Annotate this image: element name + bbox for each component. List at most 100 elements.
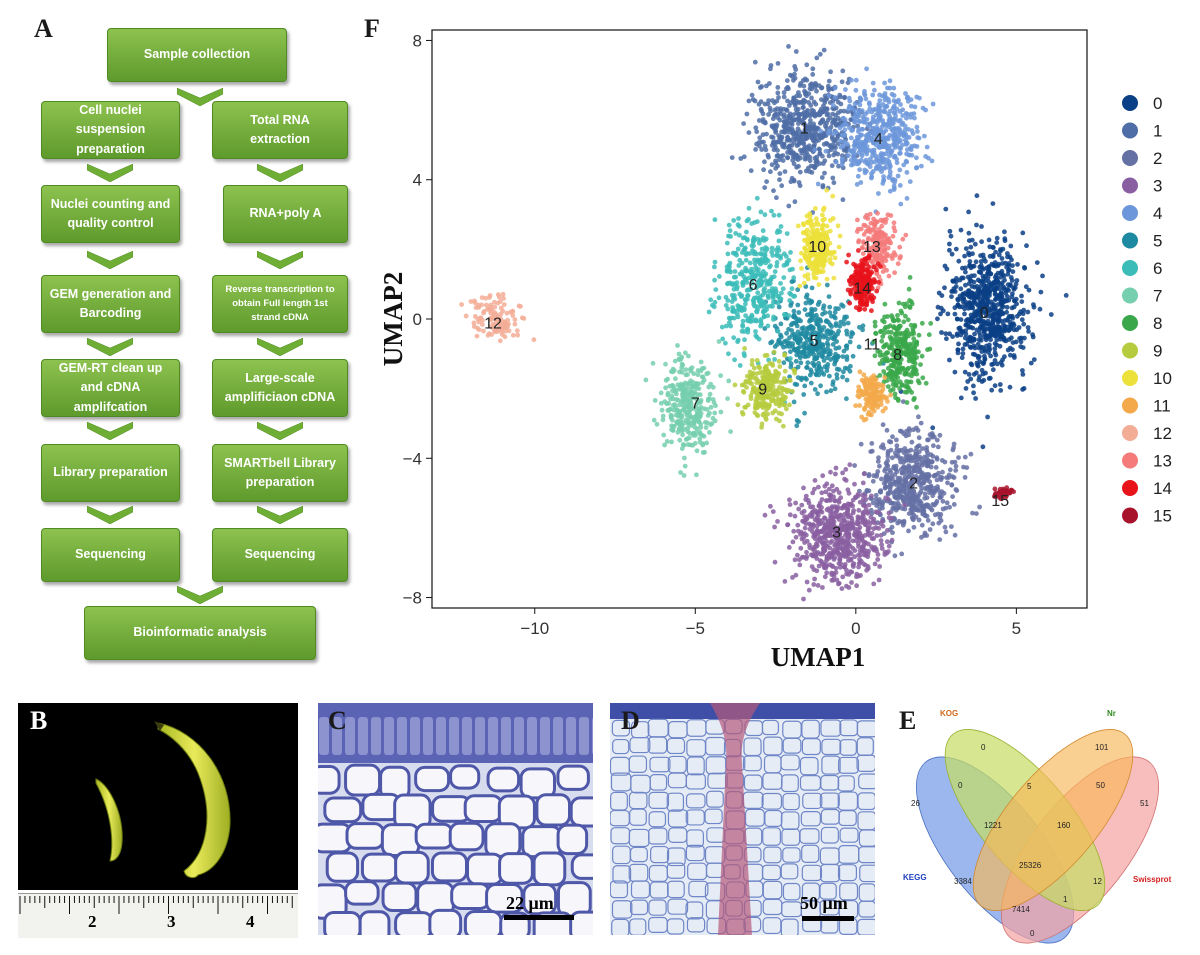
point-cluster-0 [960,351,966,356]
point-cluster-11 [875,381,881,387]
point-cluster-12 [485,332,491,338]
point-cluster-3 [808,504,813,510]
point-cluster-8 [906,330,911,336]
point-cluster-7 [708,422,713,427]
point-cluster-6 [748,270,754,275]
point-cluster-4 [893,99,899,105]
point-cluster-3 [869,544,874,550]
point-cluster-1 [790,98,796,104]
point-cluster-0 [1030,334,1036,340]
point-cluster-5 [850,353,856,359]
point-cluster-3 [851,564,856,569]
point-cluster-0 [966,230,972,236]
point-cluster-4 [856,134,862,140]
point-cluster-4 [885,135,891,141]
point-cluster-1 [781,114,787,120]
panel-label-d: D [621,706,640,735]
point-cluster-3 [860,497,866,503]
point-cluster-6 [758,209,764,215]
point-cluster-1 [756,140,762,145]
point-cluster-10 [824,187,830,193]
point-cluster-5 [802,345,808,351]
point-cluster-0 [1026,329,1031,334]
point-cluster-6 [739,293,745,298]
point-cluster-3 [874,533,880,538]
point-cluster-7 [669,427,674,432]
point-cluster-7 [678,470,683,475]
point-cluster-11 [882,375,888,380]
point-cluster-4 [825,130,831,136]
point-cluster-1 [821,47,827,53]
point-cluster-3 [865,564,871,569]
point-cluster-9 [739,410,745,415]
point-cluster-3 [813,544,819,549]
point-cluster-2 [956,455,961,460]
point-cluster-6 [741,274,747,280]
point-cluster-4 [891,110,897,116]
point-cluster-4 [812,147,817,153]
point-cluster-4 [862,167,868,173]
point-cluster-0 [1025,309,1031,315]
point-cluster-3 [836,581,841,587]
point-cluster-2 [924,463,930,469]
point-cluster-5 [803,300,809,306]
point-cluster-1 [752,59,758,65]
point-cluster-4 [839,162,845,167]
point-cluster-3 [772,559,778,565]
point-cluster-2 [901,450,907,455]
point-cluster-6 [743,252,749,257]
point-cluster-11 [881,393,887,399]
point-cluster-1 [775,61,781,66]
point-cluster-7 [711,400,717,405]
point-cluster-1 [786,129,791,135]
point-cluster-10 [813,206,818,211]
point-cluster-2 [927,473,932,479]
point-cluster-4 [886,175,892,180]
point-cluster-5 [830,342,836,347]
point-cluster-5 [837,323,843,329]
point-cluster-3 [822,535,827,540]
point-cluster-3 [877,564,882,569]
point-cluster-3 [799,554,805,560]
point-cluster-0 [1021,321,1027,327]
point-cluster-8 [890,369,896,375]
point-cluster-11 [871,373,877,379]
point-cluster-3 [849,569,855,575]
point-cluster-2 [914,464,919,470]
point-cluster-7 [728,429,733,434]
point-cluster-2 [903,454,909,459]
point-cluster-2 [915,428,921,433]
point-cluster-1 [777,157,782,163]
point-cluster-4 [871,147,877,153]
point-cluster-5 [803,333,809,339]
point-cluster-7 [708,404,714,410]
point-cluster-9 [741,389,747,395]
point-cluster-8 [885,350,891,356]
point-cluster-1 [798,100,803,105]
point-cluster-9 [773,401,779,407]
point-cluster-1 [758,106,764,112]
point-cluster-5 [814,312,819,318]
point-cluster-2 [922,511,927,517]
point-cluster-7 [688,368,694,374]
point-cluster-3 [829,570,834,576]
point-cluster-1 [812,164,818,170]
point-cluster-8 [896,365,902,370]
point-cluster-4 [867,123,873,129]
point-cluster-9 [790,388,795,394]
point-cluster-0 [958,332,964,338]
point-cluster-2 [895,520,901,526]
point-cluster-7 [700,450,706,455]
point-cluster-3 [847,526,853,532]
point-cluster-0 [990,313,996,319]
flow-step-left-5: Library preparation [41,444,180,502]
point-cluster-2 [877,489,883,495]
point-cluster-0 [956,258,962,264]
point-cluster-8 [928,321,934,326]
point-cluster-3 [831,534,837,539]
point-cluster-4 [826,93,832,98]
point-cluster-3 [847,462,853,468]
point-cluster-0 [1007,384,1013,390]
point-cluster-3 [884,539,890,545]
